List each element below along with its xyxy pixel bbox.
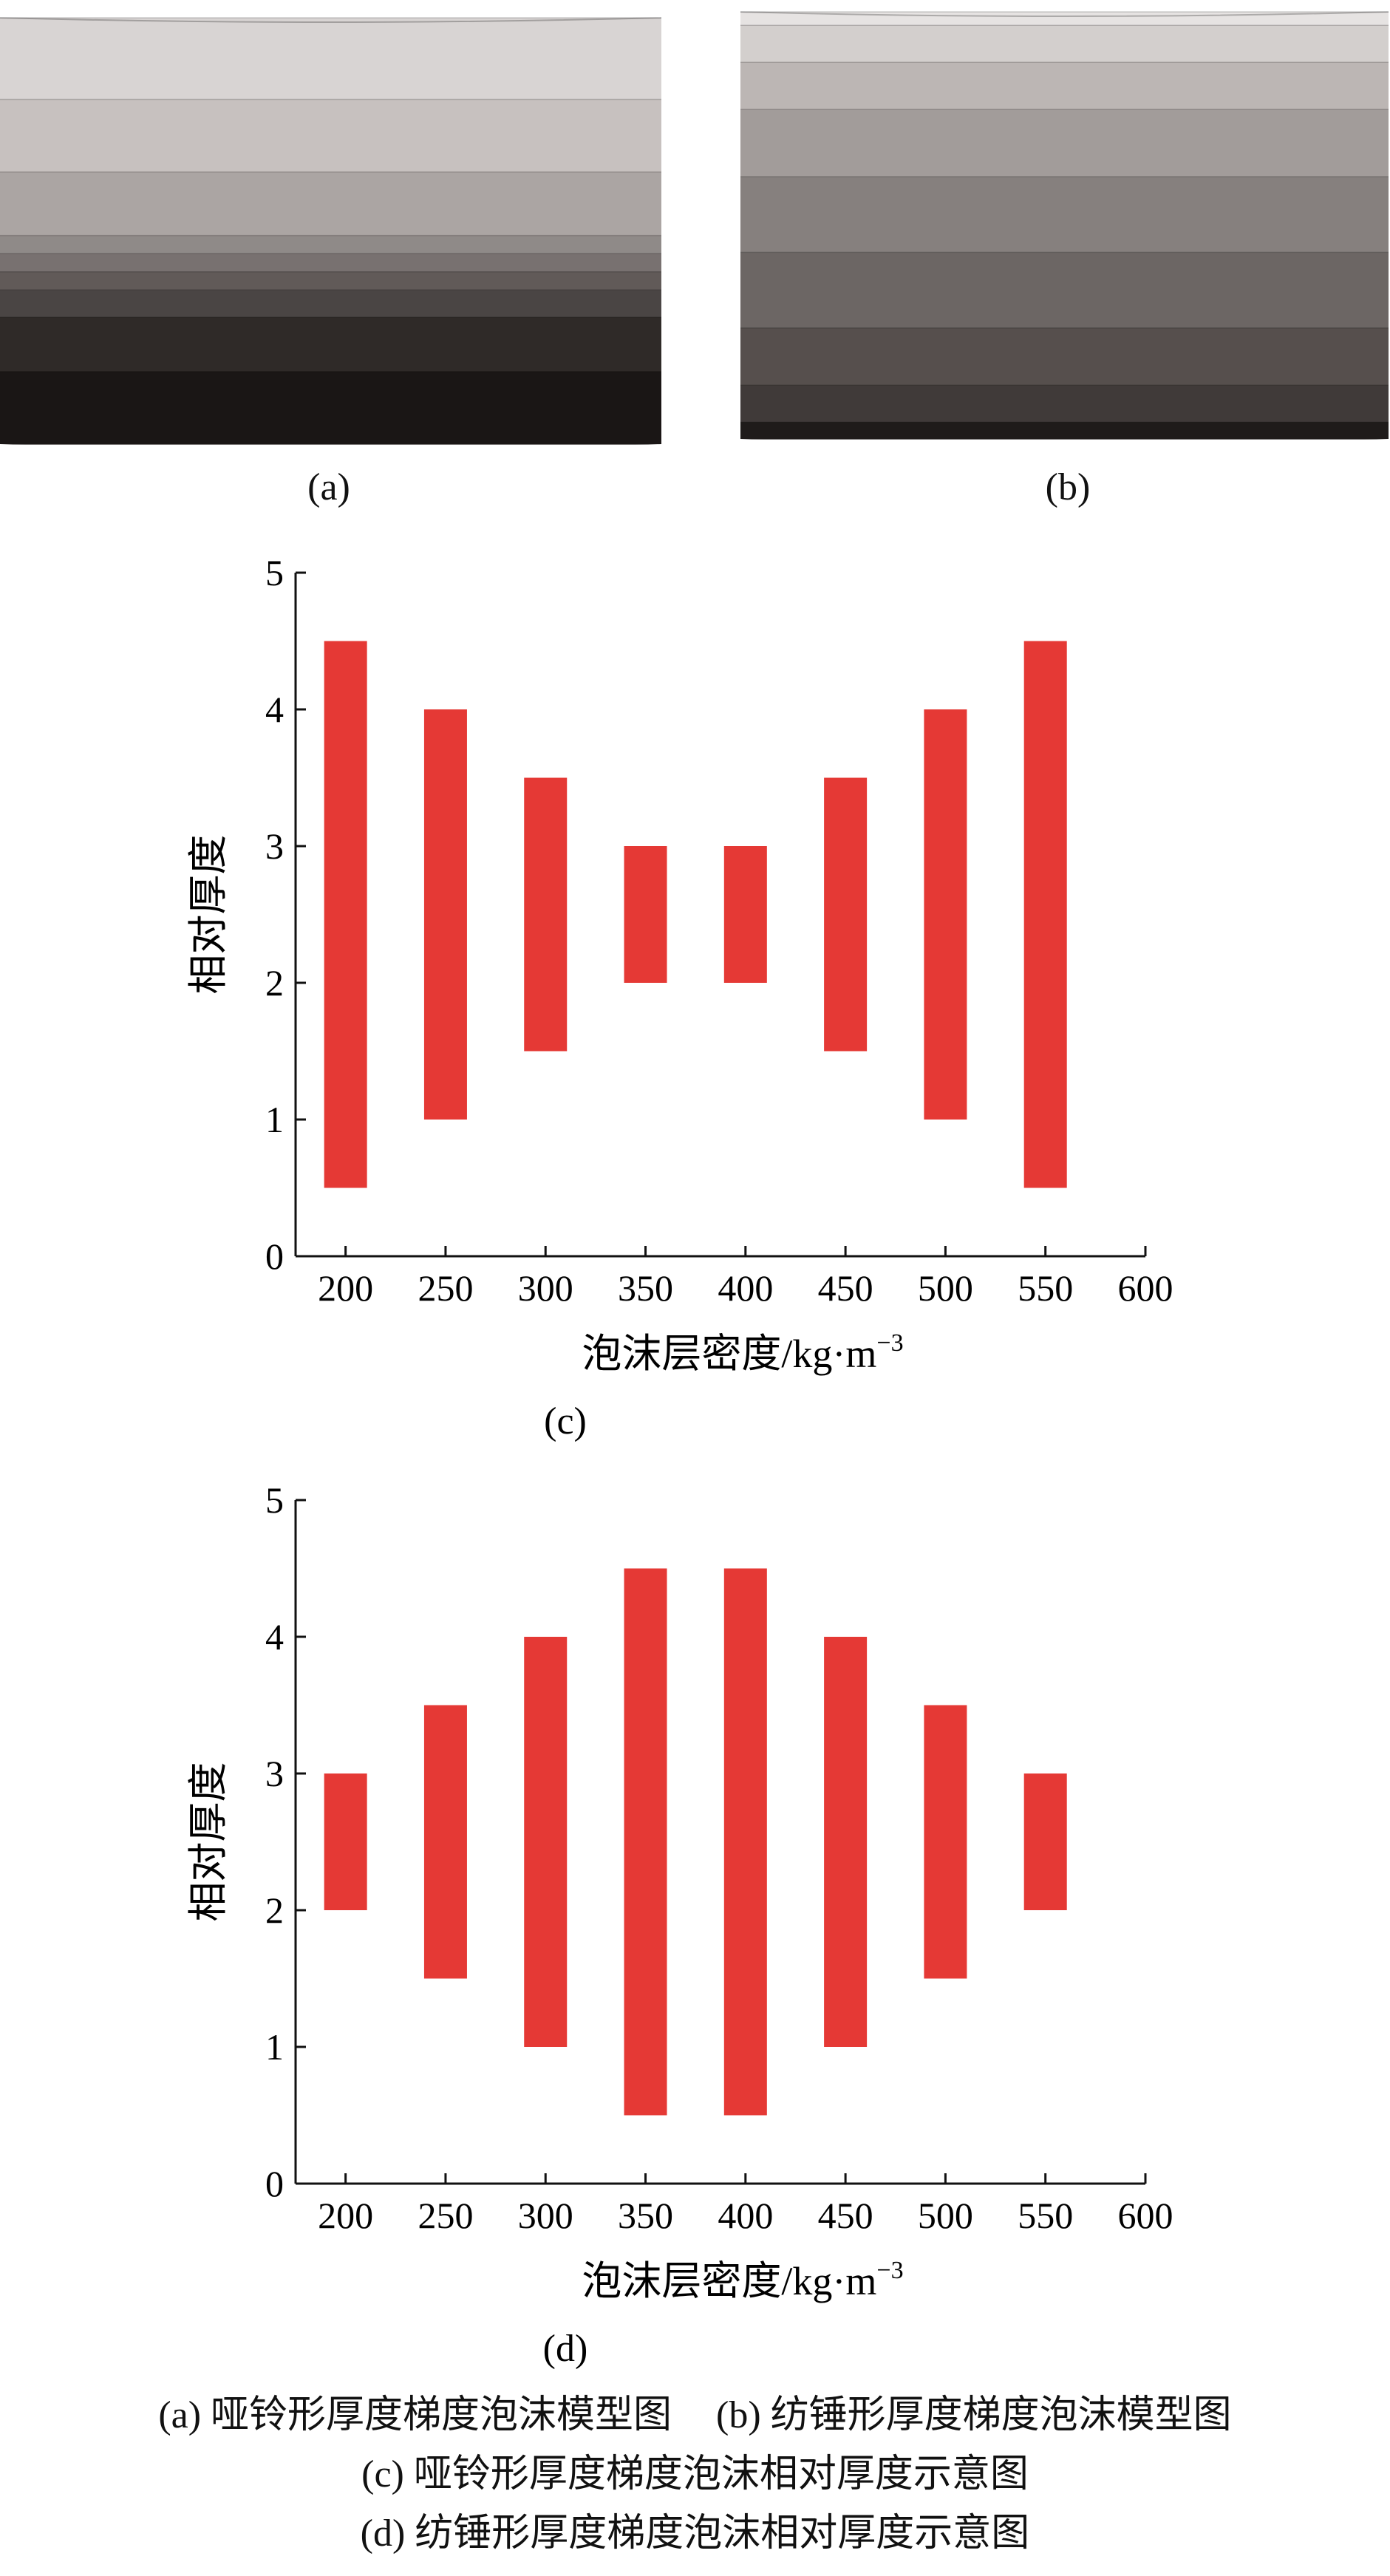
cylinder-top-edge: [740, 11, 1389, 17]
y-tick-label: 3: [265, 1753, 284, 1794]
y-tick-label: 5: [265, 552, 284, 593]
x-tick-label: 500: [918, 1267, 973, 1309]
thickness-bar: [524, 1637, 568, 2047]
panel-label: (c): [544, 1400, 587, 1442]
thickness-bar: [423, 1705, 467, 1979]
thickness-bar: [524, 777, 568, 1052]
thickness-bar: [924, 1705, 967, 1979]
thickness-bar: [324, 641, 367, 1188]
y-tick-label: 2: [265, 962, 284, 1004]
x-axis-label-text: 泡沫层密度/kg·m: [582, 1332, 876, 1376]
caption-b: (b) 纺锤形厚度梯度泡沫模型图: [716, 2394, 1232, 2436]
panel-label: (d): [543, 2328, 588, 2370]
y-tick-label: 4: [265, 689, 284, 730]
x-tick-label: 550: [1018, 2195, 1073, 2236]
x-axis-label-superscript: −3: [876, 2257, 903, 2284]
thickness-bar: [1023, 641, 1067, 1188]
figure-caption-line-1: (a) 哑铃形厚度梯度泡沫模型图 (b) 纺锤形厚度梯度泡沫模型图: [0, 2393, 1390, 2439]
x-tick-label: 300: [518, 1267, 573, 1309]
foam-layer: [740, 62, 1389, 110]
model-b-label: (b): [1045, 466, 1091, 508]
thickness-bar: [624, 846, 667, 983]
thickness-bar: [824, 777, 868, 1052]
model-a-label: (a): [307, 466, 350, 508]
foam-layer: [740, 422, 1389, 440]
foam-layer: [0, 99, 661, 173]
y-axis-label: 相对厚度: [186, 1762, 231, 1922]
x-tick-label: 450: [818, 1267, 873, 1309]
x-tick-label: 550: [1018, 1267, 1073, 1309]
foam-layer: [0, 371, 661, 445]
y-axis-label: 相对厚度: [186, 835, 231, 995]
x-tick-label: 450: [818, 2195, 873, 2236]
cylinder-bottom-mask: [0, 444, 661, 454]
x-tick-label: 200: [318, 2195, 373, 2236]
x-axis-label: 泡沫层密度/kg·m−3: [582, 2257, 903, 2303]
x-tick-label: 400: [718, 2195, 773, 2236]
thickness-bar: [723, 1568, 767, 2116]
dumbbell-foam-model-image: [0, 7, 662, 454]
thickness-bar: [624, 1568, 667, 2116]
y-tick-label: 3: [265, 825, 284, 867]
foam-layer: [0, 271, 661, 290]
thickness-bar: [423, 709, 467, 1120]
dumbbell-relative-thickness-chart: 0 1 2 3 4 5 200 250 300 350 400 450 500 550 600 相对厚度泡沫层…: [186, 552, 1173, 1442]
cylinder-top-mask: [0, 7, 661, 18]
y-tick-label: 0: [265, 1236, 284, 1277]
x-tick-label: 200: [318, 1267, 373, 1309]
caption-a: (a) 哑铃形厚度梯度泡沫模型图: [158, 2394, 672, 2436]
x-tick-label: 600: [1118, 2195, 1173, 2236]
y-tick-label: 1: [265, 1099, 284, 1140]
foam-layer: [740, 109, 1389, 177]
thickness-bar: [824, 1637, 868, 2047]
x-tick-label: 400: [718, 1267, 773, 1309]
spindle-foam-model-image: [740, 1, 1389, 449]
thickness-bar: [723, 846, 767, 983]
foam-layer: [740, 177, 1389, 253]
foam-layer: [740, 385, 1389, 423]
y-tick-label: 1: [265, 2026, 284, 2068]
foam-layer: [0, 235, 661, 254]
x-tick-label: 250: [418, 1267, 473, 1309]
x-tick-label: 300: [518, 2195, 573, 2236]
foam-layer: [740, 12, 1389, 26]
x-axis-label-text: 泡沫层密度/kg·m: [582, 2259, 876, 2303]
foam-layer: [740, 252, 1389, 329]
x-axis-label: 泡沫层密度/kg·m−3: [582, 1329, 903, 1376]
y-tick-label: 5: [265, 1479, 284, 1521]
foam-layer: [0, 317, 661, 372]
x-tick-label: 250: [418, 2195, 473, 2236]
foam-layer: [740, 25, 1389, 63]
y-tick-label: 0: [265, 2163, 284, 2204]
cylinder-bottom-mask: [740, 439, 1389, 449]
foam-layer: [0, 290, 661, 318]
x-tick-label: 500: [918, 2195, 973, 2236]
foam-layer: [0, 171, 661, 236]
x-axis-label-superscript: −3: [876, 1329, 903, 1357]
thickness-bar: [924, 709, 967, 1120]
spindle-relative-thickness-chart: 0 1 2 3 4 5 200 250 300 350 400 450 500 550 600 相对厚度泡沫层…: [186, 1479, 1173, 2370]
cylinder-top-edge: [0, 17, 662, 23]
figure-caption-line-2: (c) 哑铃形厚度梯度泡沫相对厚度示意图: [361, 2453, 1029, 2495]
x-tick-label: 350: [618, 1267, 673, 1309]
thickness-bar: [324, 1773, 367, 1910]
foam-layer: [740, 327, 1389, 386]
cylinder-top-mask: [740, 1, 1389, 12]
x-tick-label: 350: [618, 2195, 673, 2236]
foam-layer: [0, 18, 661, 100]
figure-caption-line-3: (d) 纺锤形厚度梯度泡沫相对厚度示意图: [360, 2512, 1030, 2555]
x-tick-label: 600: [1118, 1267, 1173, 1309]
y-tick-label: 2: [265, 1890, 284, 1931]
foam-layer: [0, 253, 661, 273]
thickness-bar: [1023, 1773, 1067, 1910]
y-tick-label: 4: [265, 1616, 284, 1657]
